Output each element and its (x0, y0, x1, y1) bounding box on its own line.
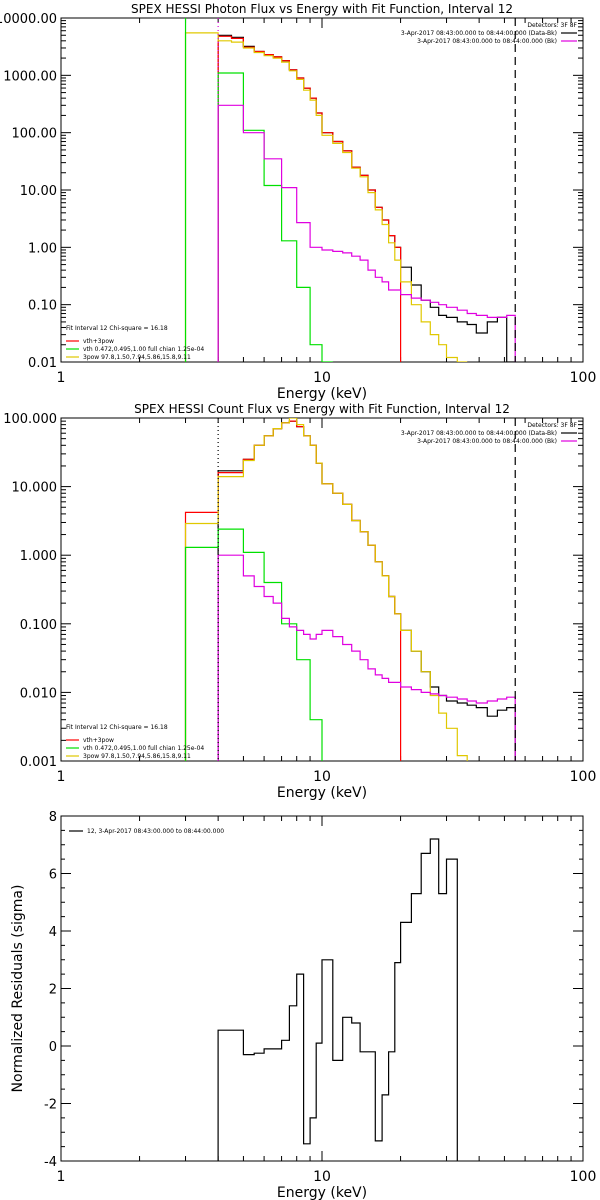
series-line-vth-3pow (217, 35, 402, 362)
legend-entry-label: 12, 3-Apr-2017 08:43:00.000 to 08:44:00.… (87, 828, 224, 835)
y-tick-label: 1.000 (20, 549, 57, 564)
x-axis-label: Energy (keV) (277, 785, 367, 801)
series-line-residuals (217, 838, 458, 1161)
y-axis-label: Normalized Residuals (sigma) (10, 885, 26, 1093)
y-tick-label: 10000.00 (0, 12, 57, 27)
legend-entry-label: 3pow 97.8,1.50,7.94,5.86,15.8,9.11 (83, 753, 191, 760)
x-axis-label: Energy (keV) (277, 386, 367, 402)
x-tick-label: 100 (570, 370, 597, 386)
series-line-vth (217, 72, 333, 362)
series-layer (217, 838, 458, 1161)
chart-title: SPEX HESSI Photon Flux vs Energy with Fi… (131, 2, 513, 16)
x-axis-label: Energy (keV) (277, 1185, 367, 1200)
legend-fit-header: Fit Interval 12 Chi-square = 16.18 (66, 325, 168, 332)
chart-title: SPEX HESSI Count Flux vs Energy with Fit… (134, 402, 510, 416)
y-tick-label: 2 (49, 983, 57, 998)
x-tick-label: 10 (313, 370, 331, 386)
y-tick-label: 0.10 (28, 299, 57, 314)
series-line-bk (217, 104, 516, 362)
legend-detectors: Detectors: 3F 8F (527, 22, 577, 29)
y-tick-label: 100.00 (12, 127, 58, 142)
y-tick-label: 10.00 (20, 184, 57, 199)
legend-detectors: Detectors: 3F 8F (527, 422, 577, 429)
legend-fit-header: Fit Interval 12 Chi-square = 16.18 (66, 724, 168, 731)
y-tick-label: 0 (49, 1040, 57, 1055)
chart-panel-3: 1 10 100 -4 -2 0 2 4 6 8 Energy (keV) Normalized Re… (10, 810, 596, 1200)
legend-entry-label: vth+3pow (83, 338, 114, 345)
y-tick-label: -4 (44, 1155, 57, 1170)
y-tick-label: 8 (49, 810, 57, 825)
x-tick-label: 1 (57, 1169, 66, 1185)
x-tick-label: 1 (57, 370, 66, 386)
plot-frame (60, 17, 584, 363)
y-tick-label: 0.001 (20, 755, 57, 770)
series-line-3pow (184, 32, 468, 362)
y-tick-label: 10.000 (12, 481, 58, 496)
series-line-bk (217, 554, 516, 761)
y-tick-label: 6 (49, 868, 57, 883)
series-line-data-bk (217, 420, 516, 761)
legend-entry-label: 3-Apr-2017 08:43:00.000 to 08:44:00.000 … (401, 430, 557, 437)
legend-entry-label: 3-Apr-2017 08:43:00.000 to 08:44:00.000 … (401, 30, 557, 37)
legend-entry-label: 3-Apr-2017 08:43:00.000 to 08:44:00.000 … (417, 438, 557, 445)
y-tick-label: 1.00 (28, 241, 57, 256)
legend-entry-label: vth+3pow (83, 737, 114, 744)
series-line-vth (184, 528, 323, 761)
y-tick-label: 1000.00 (3, 69, 57, 84)
x-tick-label: 10 (313, 769, 331, 785)
x-tick-label: 100 (570, 769, 597, 785)
series-line-3pow (184, 418, 468, 761)
legend-entry-label: 3pow 97.8,1.50,7.94,5.86,15.8,9.11 (83, 354, 191, 361)
y-tick-label: 4 (49, 925, 57, 940)
legend-entry-label: vth 0.472,0.495,1.00 full chian 1.25e-04 (83, 745, 204, 752)
chart-panel-2: 1 10 100 0.001 0.010 0.100 1.000 10.000 100.000 S… (3, 402, 596, 801)
y-tick-label: 0.010 (20, 686, 57, 701)
chart-panel-1: 1 10 100 0.01 0.10 1.00 10.00 100.00 1000.00 1000… (0, 2, 596, 402)
legend-entry-label: vth 0.472,0.495,1.00 full chian 1.25e-04 (83, 346, 204, 353)
x-tick-label: 1 (57, 769, 66, 785)
series-layer (184, 418, 516, 761)
y-tick-label: 0.01 (28, 356, 57, 371)
y-tick-label: 0.100 (20, 618, 57, 633)
y-tick-label: 100.000 (3, 412, 57, 427)
x-tick-label: 10 (313, 1169, 331, 1185)
y-tick-label: -2 (44, 1098, 57, 1113)
x-tick-label: 100 (570, 1169, 597, 1185)
legend-entry-label: 3-Apr-2017 08:43:00.000 to 08:44:00.000 … (417, 38, 557, 45)
series-layer (184, 32, 516, 362)
